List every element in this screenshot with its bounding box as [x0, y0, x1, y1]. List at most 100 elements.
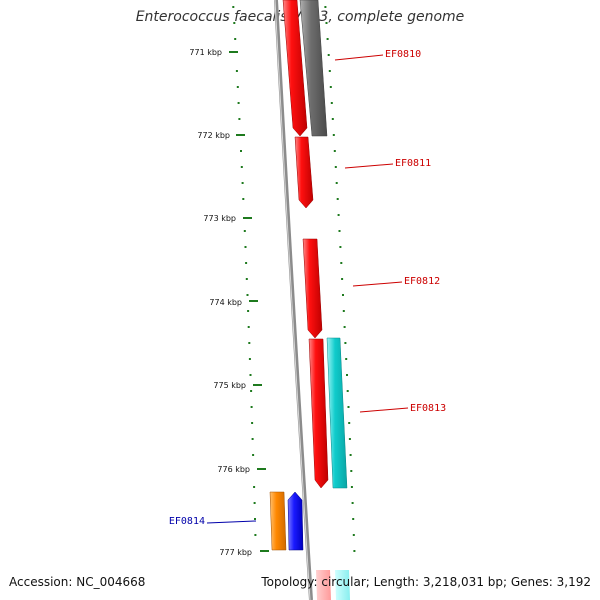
scale-dot-outer: [342, 294, 344, 296]
scale-ticks: 771 kbp 772 kbp 773 kbp 774 kbp 775 kbp …: [189, 48, 269, 557]
scale-dot-outer: [343, 326, 346, 328]
scale-dot-inner: [251, 422, 254, 424]
scale-tick-label: 774 kbp: [209, 298, 242, 307]
scale-dot-outer: [342, 310, 345, 312]
genome-backbone-highlight: [274, 0, 311, 600]
scale-dot-inner: [244, 246, 247, 248]
gene-feature-bottom-cyan[interactable]: [335, 570, 350, 600]
scale-dot-outer: [350, 470, 353, 472]
scale-dot-outer: [344, 342, 347, 344]
leader-line-ef0812: [352, 281, 403, 287]
scale-dot-outer: [340, 262, 343, 264]
leader-line-ef0811: [344, 163, 394, 169]
scale-dot-inner: [238, 118, 241, 120]
scale-tick-label: 775 kbp: [213, 381, 246, 390]
scale-dot-outer: [341, 278, 344, 280]
scale-dot-inner: [246, 294, 249, 296]
scale-dot-inner: [243, 230, 246, 232]
scale-dot-outer: [350, 486, 353, 488]
gene-label-ef0813[interactable]: EF0813: [410, 403, 446, 414]
scale-dot-outer: [336, 198, 339, 200]
scale-dot-outer: [337, 214, 340, 216]
scale-dot-inner: [240, 166, 243, 168]
scale-dot-inner: [250, 390, 253, 392]
gene-labels: EF0810 EF0811 EF0812 EF0813 EF0814: [169, 49, 446, 527]
gene-feature-ef0811[interactable]: [294, 136, 314, 209]
scale-dot-inner: [234, 38, 237, 40]
scale-dot-inner: [254, 534, 257, 536]
gene-feature-ef0813[interactable]: [308, 338, 329, 489]
scale-dot-inner: [245, 262, 248, 264]
accession-text: Accession: NC_004668: [9, 575, 146, 589]
leader-line-ef0814: [206, 520, 257, 524]
scale-dot-inner: [240, 150, 242, 152]
scale-dot-inner: [236, 86, 239, 88]
scale-dot-inner: [242, 198, 245, 200]
scale-dot-outer: [339, 246, 342, 248]
scale-tick-label: 777 kbp: [219, 548, 252, 557]
scale-dot-outer: [329, 86, 332, 88]
genome-backbone: [274, 0, 313, 600]
scale-dot-inner: [247, 326, 250, 328]
scale-tick-label: 772 kbp: [197, 131, 230, 140]
scale-dot-inner: [250, 406, 253, 408]
scale-dot-outer: [347, 406, 350, 408]
scale-dot-outer: [326, 38, 329, 40]
scale-dot-outer: [325, 22, 328, 24]
genome-summary-text: Topology: circular; Length: 3,218,031 bp…: [261, 575, 591, 589]
scale-dot-outer: [333, 150, 336, 152]
leader-line-ef0810: [334, 54, 384, 61]
scale-dot-inner: [251, 438, 254, 440]
scale-dot-outer: [349, 454, 352, 456]
gene-label-ef0810[interactable]: EF0810: [385, 49, 421, 60]
scale-dot-inner: [241, 182, 244, 184]
scale-dot-outer: [346, 390, 349, 392]
scale-dot-outer: [328, 70, 331, 72]
gene-feature-cyan[interactable]: [326, 337, 348, 489]
scale-dot-inner: [237, 102, 240, 104]
gene-feature-ef0814[interactable]: [287, 491, 304, 551]
scale-dot-outer: [338, 230, 341, 232]
gene-feature-ef0812[interactable]: [302, 238, 323, 339]
scale-dot-inner: [245, 278, 248, 280]
scale-dot-inner: [249, 374, 252, 376]
scale-dot-inner: [253, 502, 256, 504]
scale-dot-outer: [352, 518, 355, 520]
gene-feature-gray[interactable]: [299, 0, 328, 137]
scale-dot-outer: [353, 550, 356, 552]
scale-dot-inner: [248, 358, 251, 360]
scale-dot-outer: [332, 134, 335, 136]
scale-dots-outer: [324, 6, 356, 552]
scale-dot-outer: [348, 438, 351, 440]
genome-title: Enterococcus faecalis V583, complete gen…: [135, 9, 465, 25]
scale-dot-outer: [335, 182, 338, 184]
scale-dot-inner: [232, 6, 235, 8]
scale-dot-outer: [334, 166, 337, 168]
gene-label-ef0814[interactable]: EF0814: [169, 516, 205, 527]
gene-label-ef0811[interactable]: EF0811: [395, 158, 431, 169]
gene-feature-bottom-red[interactable]: [316, 570, 331, 600]
gene-features: [269, 0, 350, 600]
scale-tick-label: 776 kbp: [217, 465, 250, 474]
scale-dot-outer: [352, 534, 355, 536]
gene-feature-ef0810[interactable]: [282, 0, 308, 137]
gene-label-ef0812[interactable]: EF0812: [404, 276, 440, 287]
scale-dot-outer: [346, 374, 348, 376]
scale-dot-inner: [254, 518, 256, 520]
scale-dot-outer: [345, 358, 348, 360]
scale-dot-inner: [233, 22, 236, 24]
scale-tick-label: 773 kbp: [203, 214, 236, 223]
scale-tick-label: 771 kbp: [189, 48, 222, 57]
scale-dot-inner: [235, 70, 238, 72]
scale-dot-inner: [252, 454, 255, 456]
scale-dot-outer: [351, 502, 354, 504]
scale-dots-inner: [232, 6, 257, 536]
leader-line-ef0813: [359, 407, 409, 413]
scale-dot-inner: [253, 486, 256, 488]
scale-dot-outer: [348, 422, 351, 424]
gene-feature-ef0814-orange[interactable]: [269, 491, 287, 551]
scale-dot-inner: [248, 342, 251, 344]
scale-dot-outer: [324, 6, 327, 8]
